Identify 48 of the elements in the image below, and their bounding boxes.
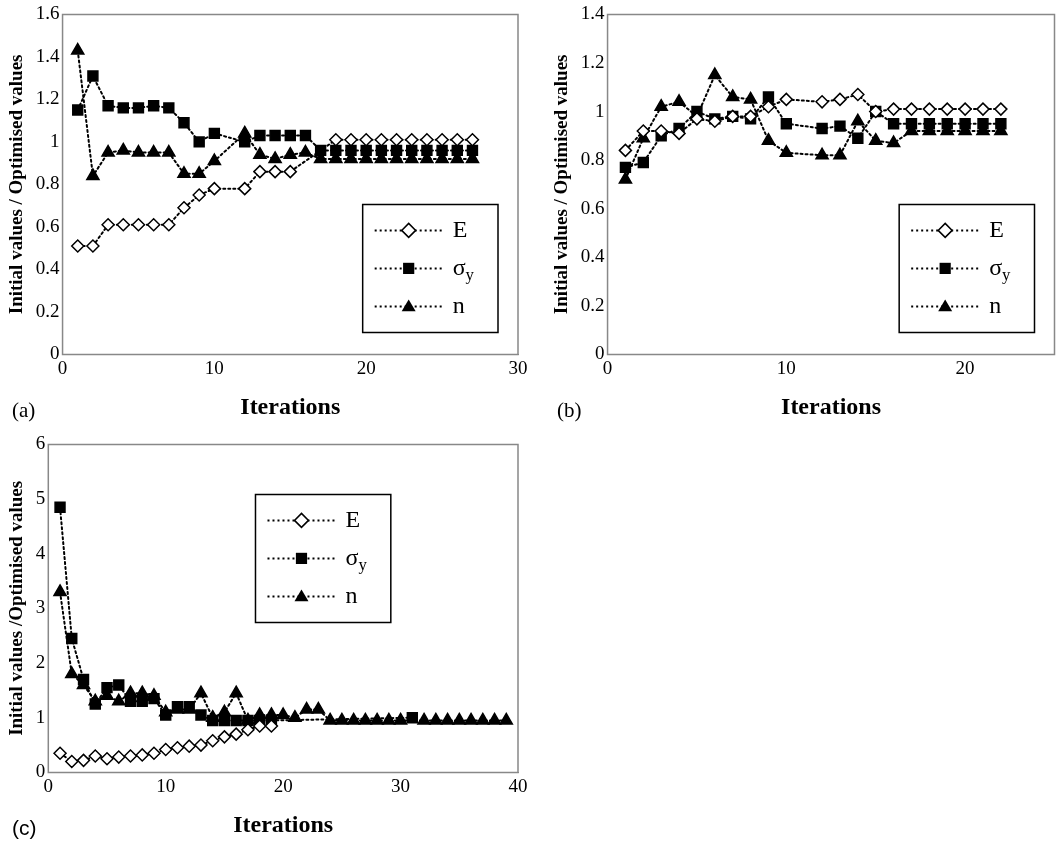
- y-tick-label: 1: [50, 129, 60, 151]
- x-tick-label: 30: [391, 774, 411, 796]
- x-axis-title: Iterations: [240, 392, 341, 419]
- y-tick-label: 0.8: [35, 172, 60, 194]
- legend-label: E: [345, 505, 361, 532]
- y-tick-label: 0: [595, 342, 605, 364]
- y-tick-label: 1.6: [35, 2, 60, 24]
- x-tick-label: 20: [356, 356, 376, 378]
- y-tick-label: 1: [35, 705, 46, 727]
- x-tick-label: 10: [156, 774, 176, 796]
- x-tick-label: 10: [204, 356, 224, 378]
- y-tick-label: 0: [35, 760, 46, 782]
- y-tick-label: 0.6: [580, 196, 605, 218]
- y-tick-label: 4: [35, 541, 46, 563]
- x-tick-label: 20: [273, 774, 293, 796]
- y-tick-label: 6: [35, 432, 46, 454]
- y-tick-label: 0.6: [35, 214, 60, 236]
- x-tick-label: 40: [508, 774, 528, 796]
- x-tick-label: 30: [508, 356, 528, 378]
- y-tick-label: 0.2: [35, 299, 60, 321]
- legend-label: n: [345, 581, 358, 608]
- x-tick-label: 20: [955, 356, 975, 378]
- y-tick-label: 1.2: [35, 87, 60, 109]
- y-tick-label: 5: [35, 487, 46, 509]
- x-axis-title: Iterations: [233, 810, 334, 837]
- legend-label: n: [989, 291, 1002, 318]
- x-axis-title: Iterations: [781, 392, 882, 419]
- y-tick-label: 0.8: [580, 148, 605, 170]
- legend-label: n: [452, 291, 465, 318]
- y-tick-label: 0.4: [580, 245, 606, 267]
- y-axis-title: Initial values / Optimised values: [5, 54, 27, 315]
- text: (b): [557, 398, 582, 423]
- x-tick-label: 10: [776, 356, 796, 378]
- y-tick-label: 1.2: [580, 50, 605, 72]
- y-tick-label: 0: [50, 342, 60, 364]
- legend-label: E: [452, 215, 468, 242]
- y-tick-label: 2: [35, 651, 46, 673]
- y-axis-title: Initial values / Optimised values: [550, 54, 572, 315]
- text: (c): [12, 816, 37, 840]
- y-tick-label: 1.4: [580, 2, 606, 24]
- y-tick-label: 0.4: [35, 257, 61, 279]
- legend-label: E: [989, 215, 1004, 242]
- text: (a): [12, 398, 36, 423]
- y-tick-label: 3: [35, 596, 46, 618]
- y-tick-label: 0.2: [580, 293, 605, 315]
- y-tick-label: 1.4: [35, 44, 61, 66]
- y-tick-label: 1: [595, 99, 605, 121]
- y-axis-title: Initial values /Optimised values: [5, 480, 27, 736]
